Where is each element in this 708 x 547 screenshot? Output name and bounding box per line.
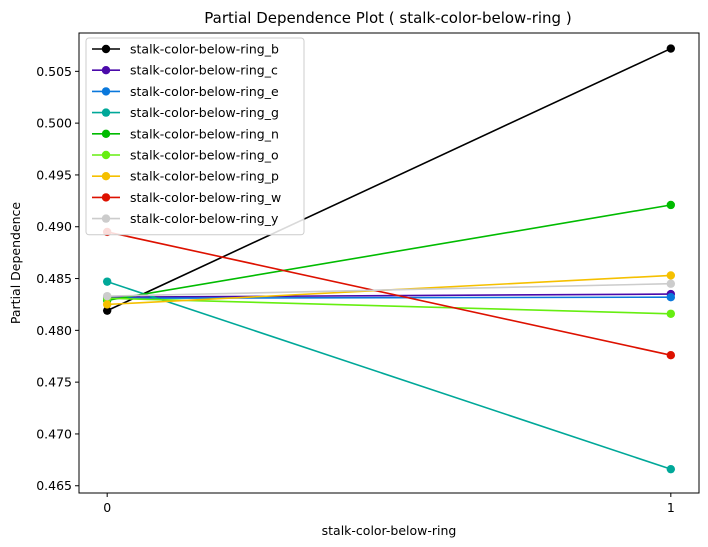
legend-marker-swatch [101, 129, 111, 138]
legend-marker-swatch [101, 44, 111, 54]
series-line-stalk-color-below-ring_e [107, 296, 671, 300]
data-point-stalk-color-below-ring_p [666, 271, 676, 280]
data-point-stalk-color-below-ring_n [666, 200, 676, 210]
legend-marker-swatch [101, 193, 111, 202]
plot-area: 0.465 0.470 0.475 0.480 0.485 0.490 0.495 0.500… [36, 32, 700, 515]
y-tick-label: 0.505 [36, 64, 72, 79]
legend-label: stalk-color-below-ring_w [130, 190, 281, 205]
y-tick-label: 0.490 [36, 219, 72, 234]
y-tick-label: 0.465 [36, 478, 72, 493]
legend-label: stalk-color-below-ring_b [130, 42, 279, 57]
legend-label: stalk-color-below-ring_y [130, 211, 279, 226]
y-axis-label: Partial Dependence [8, 202, 23, 325]
y-tick-label: 0.485 [36, 271, 72, 286]
legend-label: stalk-color-below-ring_e [130, 84, 279, 99]
legend-marker-swatch [101, 66, 111, 75]
series-line-stalk-color-below-ring_y [107, 282, 671, 297]
data-point-stalk-color-below-ring_g [666, 464, 676, 474]
legend-label: stalk-color-below-ring_p [130, 169, 279, 184]
series-line-stalk-color-below-ring_w [107, 231, 671, 356]
series-line-stalk-color-below-ring_n [107, 204, 671, 302]
series-line-stalk-color-below-ring_c [107, 293, 671, 298]
chart-title: Partial Dependence Plot ( stalk-color-be… [204, 9, 571, 27]
y-tick-label: 0.495 [36, 167, 72, 182]
y-tick-label: 0.480 [36, 323, 72, 338]
legend-label: stalk-color-below-ring_o [130, 148, 279, 163]
y-tick-label: 0.470 [36, 426, 72, 441]
legend-marker-swatch [101, 150, 111, 160]
x-axis-label: stalk-color-below-ring [322, 523, 457, 538]
data-point-stalk-color-below-ring_o [666, 309, 676, 318]
legend-marker-swatch [101, 172, 111, 181]
data-point-stalk-color-below-ring_b [102, 306, 112, 315]
legend: stalk-color-below-ring_b stalk-color-belo… [85, 37, 305, 236]
data-point-stalk-color-below-ring_g [102, 277, 112, 286]
plot-frame [78, 32, 700, 494]
data-point-stalk-color-below-ring_y [102, 291, 112, 301]
data-point-stalk-color-below-ring_y [666, 279, 676, 288]
legend-label: stalk-color-below-ring_c [130, 63, 278, 78]
legend-label: stalk-color-below-ring_n [130, 126, 279, 141]
data-point-stalk-color-below-ring_p [102, 300, 112, 309]
legend-marker-swatch [101, 214, 111, 223]
legend-label: stalk-color-below-ring_g [130, 105, 279, 120]
y-tick-label: 0.500 [36, 116, 72, 131]
data-point-stalk-color-below-ring_b [666, 44, 676, 53]
x-tick-label: 1 [667, 500, 675, 515]
legend-marker-swatch [101, 108, 111, 117]
data-point-stalk-color-below-ring_w [666, 351, 676, 360]
data-point-stalk-color-below-ring_e [666, 292, 676, 302]
legend-box [85, 37, 305, 236]
legend-marker-swatch [101, 87, 111, 96]
y-tick-label: 0.475 [36, 375, 72, 390]
x-tick-label: 0 [103, 500, 111, 515]
series-line-stalk-color-below-ring_g [106, 280, 672, 470]
series-line-stalk-color-below-ring_b [106, 47, 672, 312]
series-line-stalk-color-below-ring_o [107, 297, 671, 315]
